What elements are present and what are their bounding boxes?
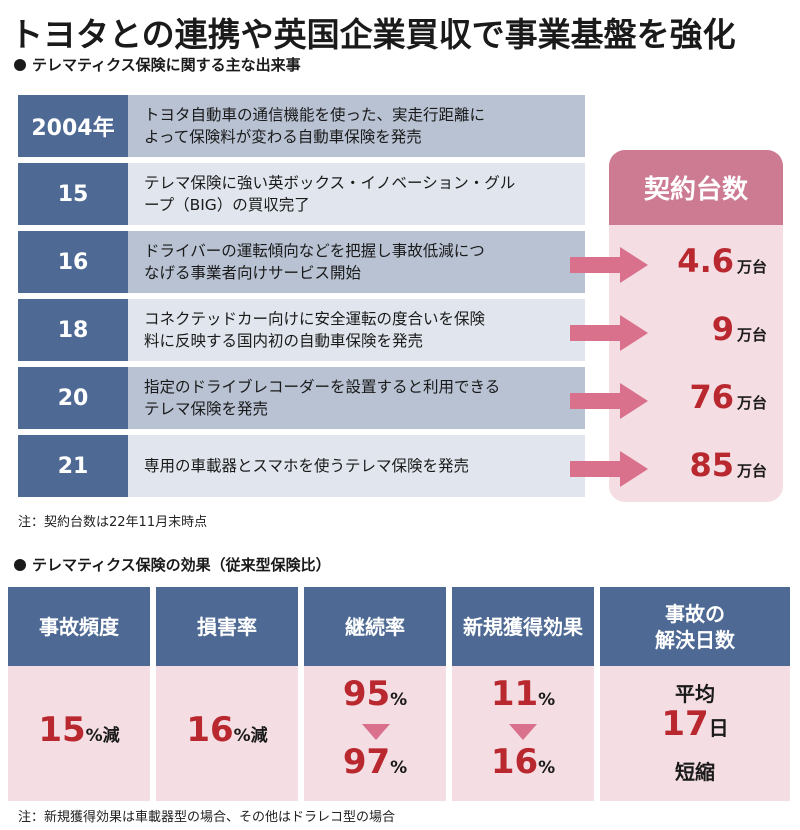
history-text-line: ドライバーの運転傾向などを把握し事故低減につ (144, 241, 485, 260)
effect-number: 16 (490, 742, 539, 782)
bullet-icon (14, 559, 26, 571)
effect-value: 17日 (600, 704, 790, 744)
bullet-icon (14, 59, 26, 71)
effect-body: 15%減 (8, 666, 150, 801)
arrow-down-icon (509, 724, 537, 740)
effect-unit: % (390, 690, 408, 710)
effect-card-resolution-days: 事故の 解決日数 平均 17日 短縮 (600, 587, 790, 801)
arrow-down-icon (362, 724, 390, 740)
arrow-right-icon (570, 315, 648, 351)
contracts-value: 76 万台 (689, 378, 767, 416)
history-year: 21 (18, 435, 128, 497)
history-year: 16 (18, 231, 128, 293)
effect-value: 16%減 (156, 710, 298, 750)
effect-prefix: 平均 (675, 682, 715, 706)
effect-value-from: 95% (304, 674, 446, 714)
contracts-panel: 契約台数 4.6 万台 9 万台 76 万台 85 万台 (609, 150, 783, 502)
effect-card-accident-frequency: 事故頻度 15%減 (8, 587, 150, 801)
contracts-number: 4.6 (677, 242, 734, 280)
history-text-line: ープ（BIG）の買収完了 (144, 196, 310, 214)
section-heading-effects-text: テレマティクス保険の効果（従来型保険比） (32, 556, 331, 574)
arrow-right-icon (570, 247, 648, 283)
history-text: 専用の車載器とスマホを使うテレマ保険を発売 (128, 435, 585, 497)
history-text-line: よって保険料が変わる自動車保険を発売 (144, 128, 422, 146)
note-effects: 注：新規獲得効果は車載器型の場合、その他はドラレコ型の場合 (18, 810, 396, 825)
effect-card-loss-ratio: 損害率 16%減 (156, 587, 298, 801)
history-text-line: 指定のドライブレコーダーを設置すると利用できる (144, 377, 501, 396)
history-year: 15 (18, 163, 128, 225)
effect-number: 95 (342, 674, 391, 714)
history-row: 16 ドライバーの運転傾向などを把握し事故低減につ なげる事業者向けサービス開始 (18, 231, 585, 293)
effect-number: 17 (661, 704, 709, 744)
effect-number: 15 (38, 710, 86, 750)
effect-label-line: 事故の (665, 601, 725, 626)
effect-number: 11 (490, 674, 539, 714)
history-text-line: 料に反映する国内初の自動車保険を発売 (144, 332, 424, 350)
contracts-unit: 万台 (736, 258, 767, 276)
contracts-unit: 万台 (736, 326, 767, 344)
effect-label: 損害率 (156, 587, 298, 666)
history-row: 21 専用の車載器とスマホを使うテレマ保険を発売 (18, 435, 585, 497)
section-heading-effects: テレマティクス保険の効果（従来型保険比） (14, 554, 331, 575)
contracts-number: 76 (689, 378, 734, 416)
history-text-line: テレマ保険を発売 (144, 400, 269, 418)
effect-card-new-acquisition: 新規獲得効果 11% 16% (452, 587, 594, 801)
effect-label: 事故の 解決日数 (600, 587, 790, 666)
effect-value-from: 11% (452, 674, 594, 714)
note-contracts: 注：契約台数は22年11月末時点 (18, 515, 208, 530)
history-text-line: 専用の車載器とスマホを使うテレマ保険を発売 (144, 456, 470, 475)
contracts-value: 4.6 万台 (677, 242, 767, 280)
section-heading-events: テレマティクス保険に関する主な出来事 (14, 54, 301, 75)
effect-label: 事故頻度 (8, 587, 150, 666)
contracts-heading: 契約台数 (609, 150, 783, 225)
effect-unit: % (538, 758, 556, 778)
effect-unit: % (538, 690, 556, 710)
effect-unit: % (390, 758, 408, 778)
history-text: 指定のドライブレコーダーを設置すると利用できる テレマ保険を発売 (128, 367, 585, 429)
effect-body: 平均 17日 短縮 (600, 666, 790, 801)
effect-number: 97 (342, 742, 391, 782)
history-text-line: トヨタ自動車の通信機能を使った、実走行距離に (144, 105, 486, 124)
history-year: 18 (18, 299, 128, 361)
arrow-right-icon (570, 451, 648, 487)
effect-label-line: 解決日数 (655, 627, 735, 652)
effect-unit: 日 (708, 716, 729, 740)
contracts-value: 85 万台 (689, 446, 767, 484)
effect-suffix: 短縮 (675, 760, 715, 784)
history-row: 18 コネクテッドカー向けに安全運転の度合いを保険 料に反映する国内初の自動車保険… (18, 299, 585, 361)
effect-unit: %減 (85, 726, 120, 746)
contracts-number: 85 (689, 446, 734, 484)
effect-body: 95% 97% (304, 666, 446, 801)
contracts-number: 9 (711, 310, 734, 348)
page-title: トヨタとの連携や英国企業買収で事業基盤を強化 (10, 15, 736, 54)
effect-value: 15%減 (8, 710, 150, 750)
effect-value-to: 97% (304, 742, 446, 782)
history-text: トヨタ自動車の通信機能を使った、実走行距離に よって保険料が変わる自動車保険を発売 (128, 95, 585, 157)
history-text-line: コネクテッドカー向けに安全運転の度合いを保険 (144, 309, 486, 328)
effect-card-retention: 継続率 95% 97% (304, 587, 446, 801)
history-text-line: なげる事業者向けサービス開始 (144, 264, 362, 282)
effect-label: 継続率 (304, 587, 446, 666)
contracts-value: 9 万台 (712, 310, 767, 348)
effect-unit: %減 (233, 726, 268, 746)
effect-value-to: 16% (452, 742, 594, 782)
history-text-line: テレマ保険に強い英ボックス・イノベーション・グル (144, 173, 516, 192)
effect-body: 11% 16% (452, 666, 594, 801)
history-text: ドライバーの運転傾向などを把握し事故低減につ なげる事業者向けサービス開始 (128, 231, 585, 293)
contracts-unit: 万台 (736, 462, 767, 480)
section-heading-events-text: テレマティクス保険に関する主な出来事 (32, 56, 301, 74)
history-row: 2004年 トヨタ自動車の通信機能を使った、実走行距離に よって保険料が変わる自動… (18, 95, 585, 157)
history-text: テレマ保険に強い英ボックス・イノベーション・グル ープ（BIG）の買収完了 (128, 163, 585, 225)
history-row: 15 テレマ保険に強い英ボックス・イノベーション・グル ープ（BIG）の買収完了 (18, 163, 585, 225)
contracts-unit: 万台 (736, 394, 767, 412)
history-row: 20 指定のドライブレコーダーを設置すると利用できる テレマ保険を発売 (18, 367, 585, 429)
arrow-right-icon (570, 383, 648, 419)
history-year: 20 (18, 367, 128, 429)
history-year: 2004年 (18, 95, 128, 157)
history-text: コネクテッドカー向けに安全運転の度合いを保険 料に反映する国内初の自動車保険を発売 (128, 299, 585, 361)
effect-body: 16%減 (156, 666, 298, 801)
effect-number: 16 (186, 710, 234, 750)
effect-label: 新規獲得効果 (452, 587, 594, 666)
